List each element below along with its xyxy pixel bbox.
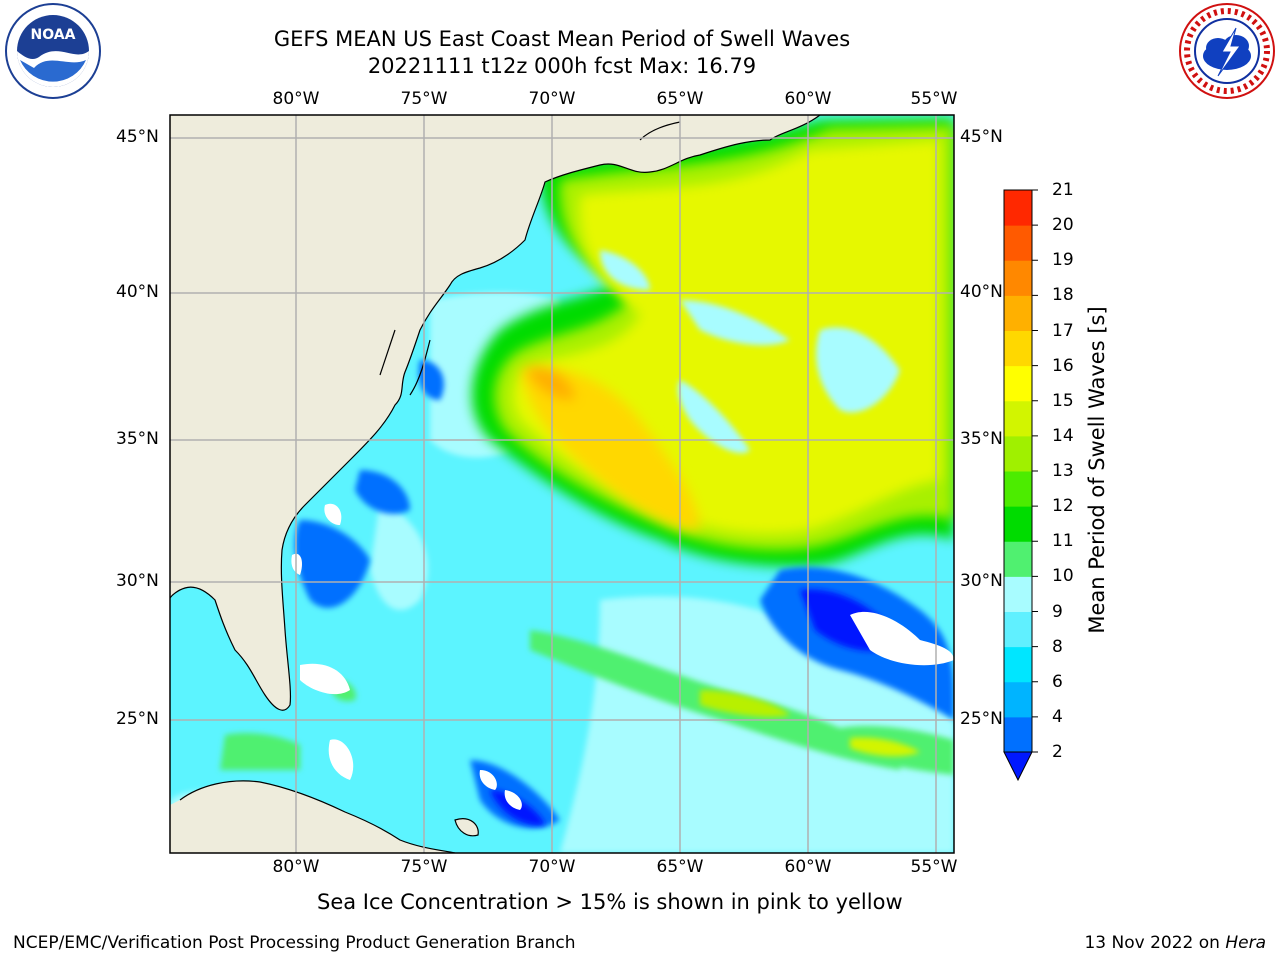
footer-credit: NCEP/EMC/Verification Post Processing Pr… bbox=[13, 933, 576, 953]
colorbar-under-extension bbox=[1003, 751, 1033, 782]
lat-tick-right: 30°N bbox=[960, 571, 1003, 591]
colorbar-segment bbox=[1004, 541, 1032, 577]
colorbar-tick-label: 13 bbox=[1052, 461, 1074, 481]
lat-tick-left: 45°N bbox=[116, 127, 159, 147]
colorbar-tick-label: 12 bbox=[1052, 496, 1074, 517]
lon-tick-bottom: 70°W bbox=[528, 857, 576, 877]
colorbar-segment bbox=[1004, 435, 1032, 472]
lat-tick-right: 40°N bbox=[960, 282, 1003, 302]
lon-tick-top: 75°W bbox=[400, 89, 448, 109]
lon-tick-bottom: 60°W bbox=[784, 857, 832, 877]
colorbar-segment bbox=[1004, 506, 1032, 542]
colorbar-segment bbox=[1004, 295, 1032, 331]
title-line-1: GEFS MEAN US East Coast Mean Period of S… bbox=[273, 27, 851, 51]
colorbar-tick-label: 18 bbox=[1052, 285, 1074, 306]
land-mass bbox=[170, 115, 820, 853]
lat-tick-right: 25°N bbox=[960, 709, 1003, 729]
footer-machine: Hera bbox=[1225, 933, 1266, 953]
lat-tick-right: 35°N bbox=[960, 429, 1003, 449]
colorbar-tick-label: 17 bbox=[1052, 320, 1074, 341]
lon-tick-top: 55°W bbox=[910, 89, 958, 109]
colorbar-tick-label: 9 bbox=[1052, 601, 1063, 622]
lon-tick-top: 80°W bbox=[272, 89, 320, 109]
colorbar-segment bbox=[1004, 576, 1032, 612]
colorbar-tick-label: 14 bbox=[1052, 425, 1074, 446]
footer-date-text: 13 Nov 2022 on bbox=[1084, 933, 1226, 953]
lat-tick-left: 30°N bbox=[116, 571, 159, 591]
colorbar-segment bbox=[1004, 225, 1032, 261]
colorbar-tick-label: 11 bbox=[1052, 531, 1074, 552]
colorbar-segment bbox=[1004, 260, 1032, 296]
sea-ice-caption: Sea Ice Concentration > 15% is shown in … bbox=[317, 890, 903, 914]
lat-tick-left: 40°N bbox=[116, 282, 159, 302]
colorbar-tick-label: 2 bbox=[1052, 742, 1063, 762]
colorbar-segment bbox=[1004, 400, 1032, 437]
map-frame bbox=[169, 114, 955, 854]
lon-tick-bottom: 65°W bbox=[656, 857, 704, 877]
colorbar-tick-label: 4 bbox=[1052, 706, 1063, 727]
colorbar-tick-label: 15 bbox=[1052, 390, 1074, 411]
colorbar-segment bbox=[1004, 330, 1032, 367]
colorbar-title: Mean Period of Swell Waves [s] bbox=[1085, 306, 1109, 634]
colorbar-segment bbox=[1004, 646, 1032, 683]
colorbar-tick-label: 19 bbox=[1052, 250, 1074, 271]
colorbar-segment bbox=[1004, 681, 1032, 718]
lat-tick-right: 45°N bbox=[960, 127, 1003, 147]
colorbar bbox=[1003, 189, 1038, 782]
colorbar-tick-label: 10 bbox=[1052, 566, 1074, 587]
colorbar-tick-label: 16 bbox=[1052, 355, 1074, 376]
colorbar-segment bbox=[1004, 365, 1032, 402]
coastline bbox=[170, 115, 821, 853]
graticule bbox=[170, 115, 954, 853]
colorbar-tick-label: 20 bbox=[1052, 215, 1074, 236]
swell-field bbox=[170, 115, 954, 853]
lon-tick-top: 70°W bbox=[528, 89, 576, 109]
noaa-logo-icon: NOAA bbox=[5, 3, 101, 99]
colorbar-segment bbox=[1004, 611, 1032, 648]
lon-tick-top: 60°W bbox=[784, 89, 832, 109]
colorbar-segment bbox=[1004, 471, 1032, 507]
lon-tick-top: 65°W bbox=[656, 89, 704, 109]
colorbar-segment bbox=[1004, 190, 1032, 226]
title-line-2: 20221111 t12z 000h fcst Max: 16.79 bbox=[367, 54, 757, 78]
footer-date: 13 Nov 2022 on Hera bbox=[1084, 933, 1266, 953]
lon-tick-bottom: 80°W bbox=[272, 857, 320, 877]
lon-tick-bottom: 55°W bbox=[910, 857, 958, 877]
colorbar-tick-label: 8 bbox=[1052, 636, 1063, 657]
colorbar-segment bbox=[1004, 716, 1032, 753]
lon-tick-bottom: 75°W bbox=[400, 857, 448, 877]
lat-tick-left: 35°N bbox=[116, 429, 159, 449]
colorbar-tick-label: 21 bbox=[1052, 180, 1074, 200]
lat-tick-left: 25°N bbox=[116, 709, 159, 729]
colorbar-tick-label: 6 bbox=[1052, 671, 1063, 692]
noaa-logo-text: NOAA bbox=[31, 27, 76, 43]
nws-logo-icon bbox=[1179, 3, 1275, 99]
